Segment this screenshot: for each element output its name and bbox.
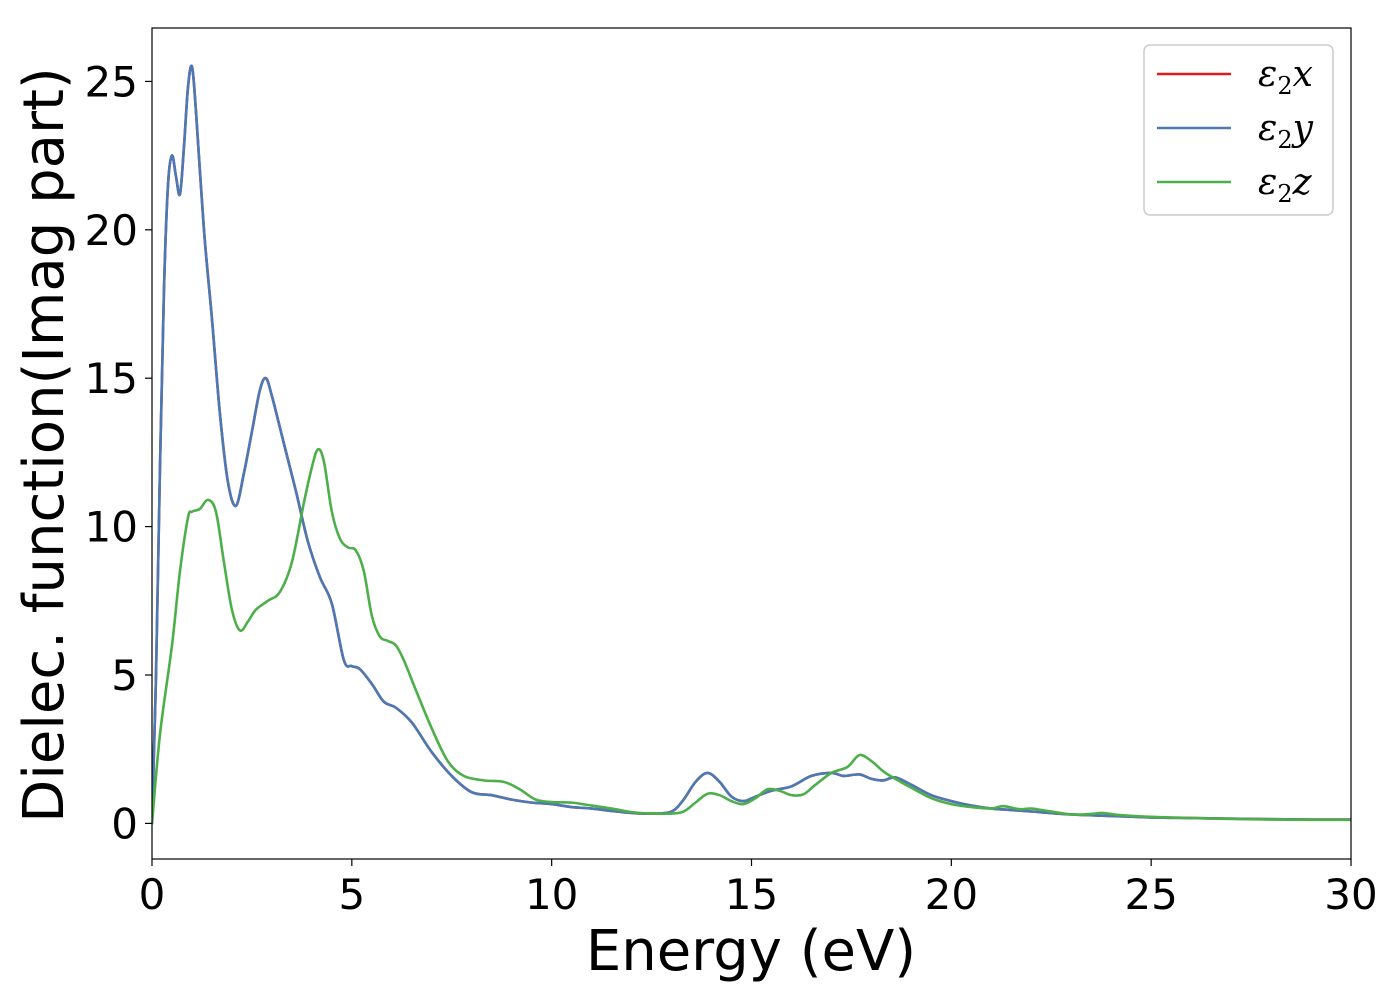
legend-label-x: ε2x: [1258, 54, 1313, 100]
series-line-y: [152, 64, 1351, 825]
y-tick-label: 15: [85, 354, 138, 403]
x-axis-label: Energy (eV): [586, 919, 916, 984]
x-tick-label: 15: [725, 870, 778, 919]
x-tick-label: 25: [1124, 870, 1177, 919]
x-tick-label: 20: [925, 870, 978, 919]
x-tick-label: 30: [1324, 870, 1377, 919]
y-axis-ticks: 0 5 10 15 20 25: [85, 57, 152, 848]
y-tick-label: 20: [85, 206, 138, 255]
y-axis-label: Dielec. function(Imag part): [12, 67, 77, 823]
legend-label-y: ε2y: [1258, 108, 1314, 154]
y-tick-label: 5: [111, 651, 138, 700]
x-axis-ticks: 0 5 10 15 20 25 30: [139, 859, 1378, 919]
y-tick-label: 25: [85, 57, 138, 106]
x-tick-label: 10: [525, 870, 578, 919]
x-tick-label: 5: [338, 870, 365, 919]
y-tick-label: 10: [85, 503, 138, 552]
legend-box: [1143, 44, 1334, 216]
series-line-z: [152, 447, 1351, 825]
y-tick-label: 0: [111, 799, 138, 848]
x-tick-label: 0: [139, 870, 166, 919]
legend-label-z: ε2z: [1258, 162, 1313, 208]
legend: ε2x ε2y ε2z: [1143, 44, 1334, 216]
series-layer: [152, 64, 1351, 825]
